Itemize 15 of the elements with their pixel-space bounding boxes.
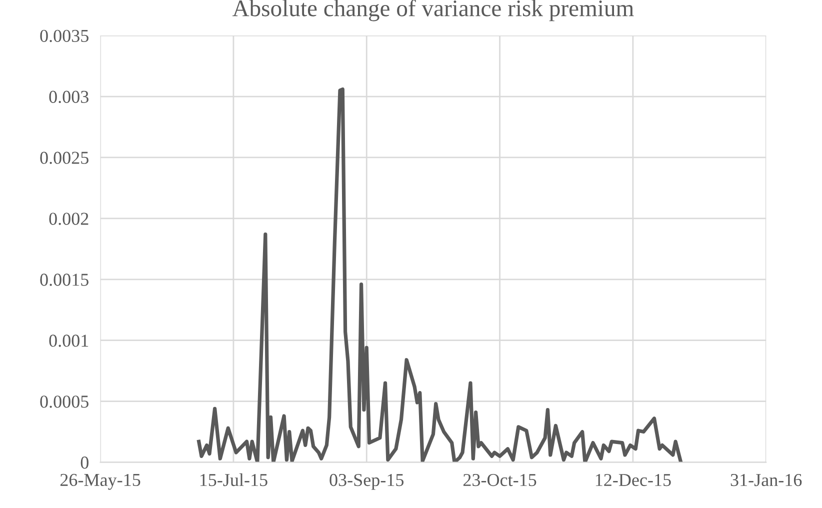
y-tick-label: 0.001 xyxy=(49,334,88,347)
x-tick-label: 23-Oct-15 xyxy=(463,474,536,486)
y-tick-label: 0.0005 xyxy=(40,396,88,408)
y-tick-label: 0.002 xyxy=(49,212,88,225)
y-tick-label: 0 xyxy=(80,456,88,469)
x-tick-label: 03-Sep-15 xyxy=(330,474,404,490)
x-tick-label: 26-May-15 xyxy=(60,474,140,490)
y-tick-label: 0.003 xyxy=(49,90,88,104)
y-tick-label: 0.0025 xyxy=(40,152,88,164)
x-tick-label: 15-Jul-15 xyxy=(200,473,268,486)
line-series xyxy=(197,87,683,462)
x-tick-label: 31-Jan-16 xyxy=(730,474,802,486)
y-tick-label: 0.0035 xyxy=(40,30,88,42)
x-tick-label: 12-Dec-15 xyxy=(596,474,671,486)
y-tick-label: 0.0015 xyxy=(40,274,88,286)
